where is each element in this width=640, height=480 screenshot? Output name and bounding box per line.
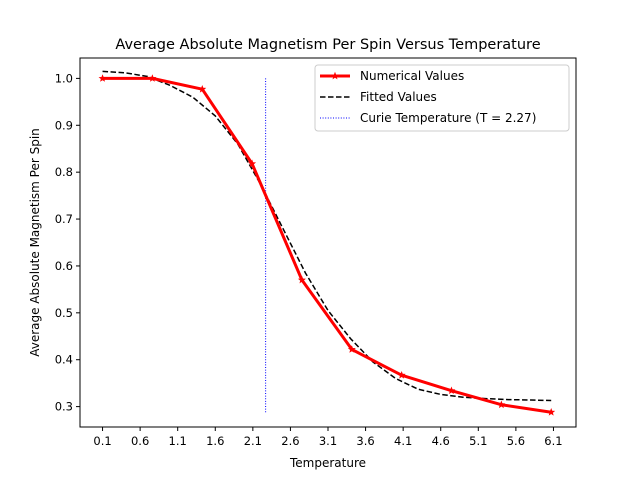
- legend-numerical-marker: [331, 71, 339, 80]
- chart-title: Average Absolute Magnetism Per Spin Vers…: [115, 37, 540, 53]
- numerical-data-point: [148, 74, 157, 82]
- legend-fitted-label: Fitted Values: [360, 90, 437, 104]
- numerical-data-point: [497, 400, 506, 409]
- legend-numerical-label: Numerical Values: [360, 69, 464, 83]
- legend-curie-label: Curie Temperature (T = 2.27): [360, 111, 536, 125]
- y-tick-label: 0.8: [55, 165, 73, 179]
- y-axis-ticks: 0.3 0.4 0.5 0.6 0.7 0.8 0.9 1.0: [55, 71, 80, 414]
- x-tick-label: 5.1: [469, 434, 487, 448]
- y-tick-label: 0.5: [55, 306, 73, 320]
- x-tick-label: 5.6: [507, 434, 525, 448]
- numerical-values-line: [102, 76, 552, 414]
- x-tick-label: 2.6: [281, 434, 299, 448]
- x-tick-label: 3.1: [319, 434, 337, 448]
- y-tick-label: 0.3: [55, 400, 73, 414]
- x-tick-label: 1.1: [169, 434, 187, 448]
- y-tick-label: 1.0: [55, 71, 73, 85]
- x-axis-ticks: 0.1 0.6 1.1 1.6 2.1 2.6 3.1 3.6 4.1 4.6 5.1 5.6 6.1: [93, 427, 563, 448]
- series-layer: [98, 70, 556, 416]
- legend-box: [314, 64, 570, 132]
- x-tick-label: 4.6: [432, 434, 450, 448]
- numerical-data-point: [547, 408, 556, 416]
- x-tick-label: 6.1: [544, 434, 562, 448]
- x-axis-label: Temperature: [289, 456, 366, 470]
- y-axis-label: Average Absolute Magnetism Per Spin: [28, 128, 42, 357]
- numerical-data-point: [347, 345, 356, 353]
- legend: Numerical Values Fitted Values Curie Tem…: [314, 64, 570, 132]
- numerical-data-point: [248, 159, 257, 168]
- numerical-data-point: [198, 84, 207, 93]
- x-tick-label: 0.1: [93, 434, 111, 448]
- numerical-data-point: [397, 370, 406, 379]
- x-tick-label: 4.1: [394, 434, 412, 448]
- x-tick-label: 2.1: [244, 434, 262, 448]
- y-tick-label: 0.9: [55, 118, 73, 132]
- numerical-data-point: [98, 74, 107, 82]
- x-tick-label: 3.6: [356, 434, 374, 448]
- y-tick-label: 0.7: [55, 212, 73, 226]
- x-tick-label: 1.6: [206, 434, 224, 448]
- numerical-data-point: [447, 386, 456, 395]
- y-tick-label: 0.6: [55, 259, 73, 273]
- x-tick-label: 0.6: [131, 434, 149, 448]
- numerical-data-point: [297, 275, 306, 284]
- y-tick-label: 0.4: [55, 353, 73, 367]
